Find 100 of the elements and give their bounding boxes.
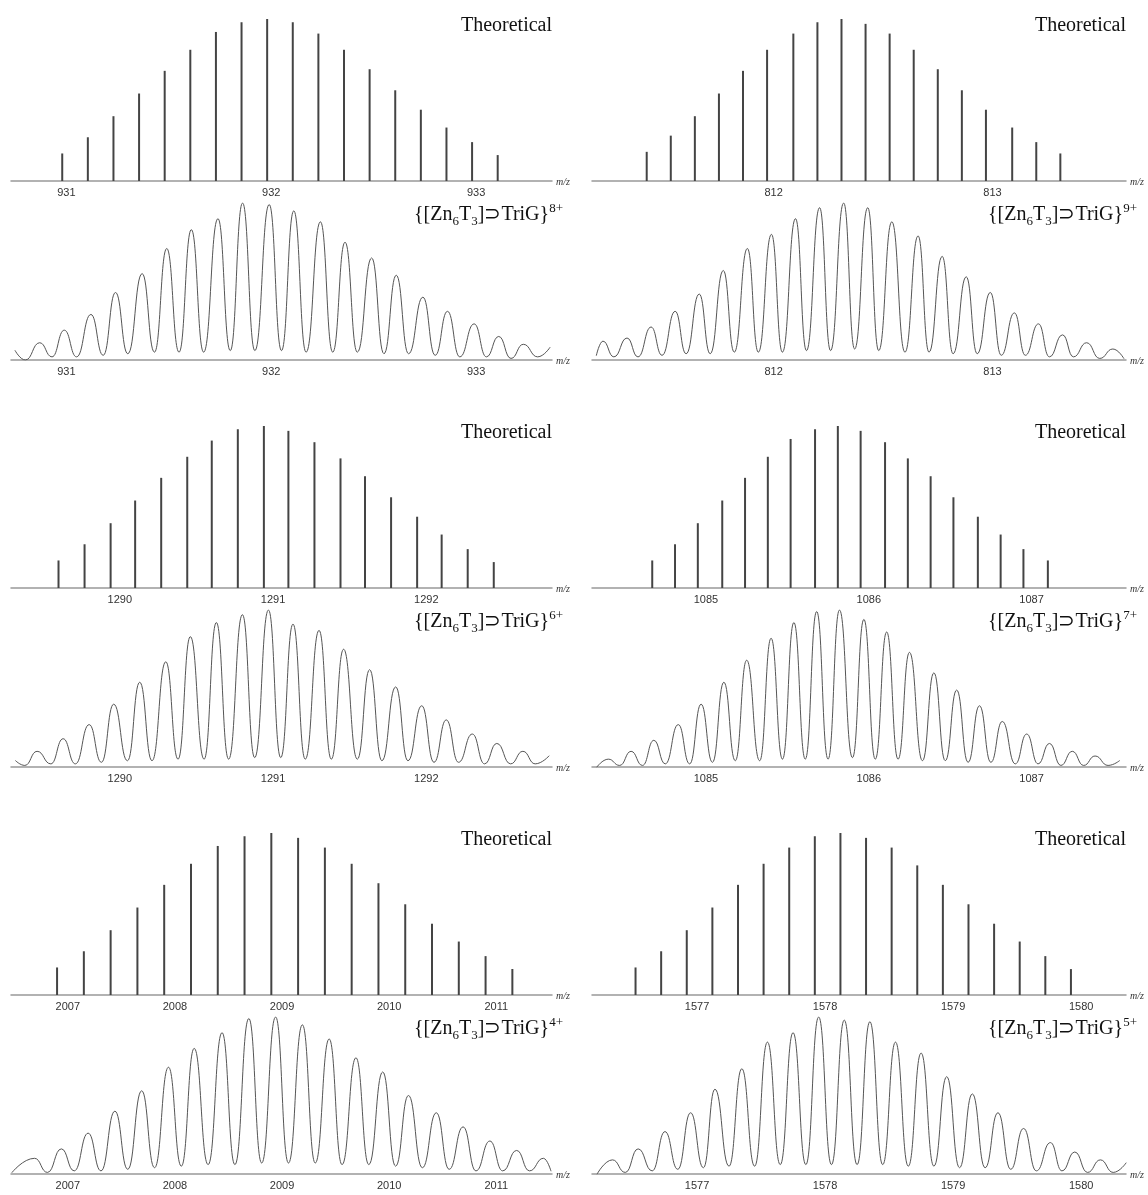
bar xyxy=(86,137,89,181)
bar xyxy=(696,523,699,588)
x-axis-title: m/z xyxy=(556,761,570,773)
x-tick-label: 812 xyxy=(764,185,783,198)
x-tick-label: 2009 xyxy=(269,1178,295,1191)
bar xyxy=(766,456,769,588)
bar xyxy=(685,930,688,995)
x-tick-label: 1579 xyxy=(940,1178,966,1191)
bar xyxy=(112,116,115,181)
bar xyxy=(1022,549,1025,588)
bar xyxy=(1035,142,1038,181)
bar xyxy=(762,863,765,995)
bar xyxy=(916,865,919,995)
bar xyxy=(492,562,495,588)
bar xyxy=(404,904,407,995)
bar xyxy=(343,49,345,181)
bar xyxy=(888,33,891,181)
bar xyxy=(1011,127,1014,181)
x-tick-label: 1578 xyxy=(812,999,838,1012)
x-tick-label: 1086 xyxy=(856,592,882,605)
bar xyxy=(976,516,979,588)
x-tick-label: 2010 xyxy=(376,1178,402,1191)
x-tick-label: 2011 xyxy=(484,999,509,1012)
bar xyxy=(736,884,739,995)
x-tick-label: 931 xyxy=(57,185,76,198)
bar xyxy=(1046,560,1049,588)
bar xyxy=(416,516,419,588)
chart-title: Theoretical xyxy=(1034,827,1126,849)
bar xyxy=(669,135,672,181)
bar xyxy=(1044,956,1047,995)
bar xyxy=(890,847,893,995)
bar xyxy=(744,477,747,588)
bar xyxy=(57,560,60,588)
bar xyxy=(674,544,677,588)
x-tick-label: 2008 xyxy=(162,999,188,1012)
bar xyxy=(394,90,397,181)
x-axis-title: m/z xyxy=(556,354,570,366)
bar xyxy=(323,847,326,995)
bar xyxy=(236,429,239,588)
bar xyxy=(929,476,932,588)
bar xyxy=(109,930,112,995)
bar xyxy=(766,49,769,181)
bar xyxy=(693,116,696,181)
x-tick-label: 1578 xyxy=(812,1178,838,1191)
bar xyxy=(136,907,139,995)
bar xyxy=(960,90,963,181)
bar xyxy=(339,458,342,588)
x-tick-label: 933 xyxy=(467,185,486,198)
bar xyxy=(859,430,862,588)
bar xyxy=(163,70,166,181)
bar xyxy=(814,429,817,588)
chart-title: {[Zn$_{6}$T$_{3}$]⊃TriG}$^{4+}$ xyxy=(414,1014,563,1042)
bar xyxy=(189,49,192,181)
x-tick-label: 1086 xyxy=(856,771,882,784)
bar xyxy=(1069,969,1072,995)
x-tick-label: 2007 xyxy=(55,999,81,1012)
bar xyxy=(56,967,59,995)
bar xyxy=(792,33,795,181)
x-axis-title: m/z xyxy=(1130,761,1144,773)
chart-title: Theoretical xyxy=(460,13,552,35)
bar xyxy=(788,847,791,995)
bar xyxy=(61,153,64,181)
chart-title: {[Zn$_{6}$T$_{3}$]⊃TriG}$^{7+}$ xyxy=(988,607,1137,635)
bar xyxy=(496,155,499,181)
bar xyxy=(864,23,867,181)
x-axis-title: m/z xyxy=(1130,175,1144,187)
x-tick-label: 1580 xyxy=(1068,999,1094,1012)
bar xyxy=(651,560,654,588)
x-tick-label: 2011 xyxy=(484,1178,509,1191)
x-axis-title: m/z xyxy=(1130,1168,1144,1180)
bar xyxy=(134,500,137,588)
bar xyxy=(109,523,112,588)
bar xyxy=(189,863,192,995)
bar xyxy=(390,497,393,588)
bar xyxy=(457,941,460,995)
x-tick-label: 1290 xyxy=(107,592,133,605)
bar xyxy=(511,969,514,995)
x-tick-label: 1085 xyxy=(693,592,719,605)
x-axis-title: m/z xyxy=(556,989,570,1001)
bar xyxy=(368,69,371,181)
x-tick-label: 813 xyxy=(983,185,1002,198)
bar xyxy=(1018,941,1021,995)
bar xyxy=(82,951,85,995)
bar xyxy=(270,833,273,995)
chart-title: Theoretical xyxy=(1034,13,1126,35)
bar xyxy=(350,863,353,995)
bar xyxy=(906,458,909,588)
bar xyxy=(839,833,842,995)
bar xyxy=(952,497,955,588)
bar xyxy=(984,109,987,181)
bar xyxy=(214,31,217,181)
bar xyxy=(717,93,720,181)
x-tick-label: 932 xyxy=(262,185,281,198)
bar xyxy=(160,477,163,588)
chart-title: {[Zn$_{6}$T$_{3}$]⊃TriG}$^{6+}$ xyxy=(414,607,563,635)
bar xyxy=(936,69,939,181)
x-tick-label: 2007 xyxy=(55,1178,81,1191)
x-tick-label: 1292 xyxy=(414,771,439,784)
bar xyxy=(287,430,290,588)
x-tick-label: 1290 xyxy=(107,771,133,784)
